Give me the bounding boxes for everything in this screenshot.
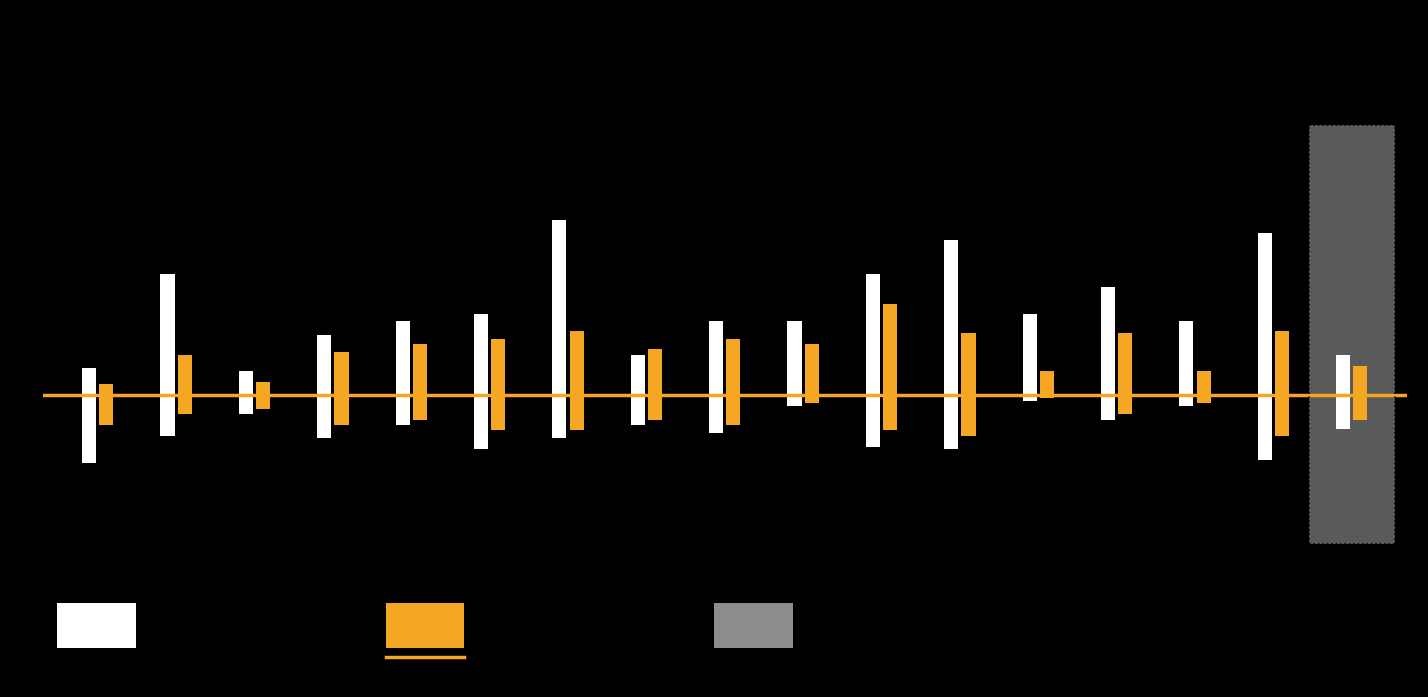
Bar: [256, 395, 270, 408]
Bar: [804, 344, 818, 395]
Bar: [100, 395, 113, 425]
Bar: [553, 395, 567, 438]
Bar: [570, 330, 584, 395]
Bar: [81, 395, 96, 463]
Bar: [238, 395, 253, 414]
Bar: [1337, 355, 1349, 395]
Bar: [1180, 321, 1194, 395]
Bar: [396, 395, 410, 425]
Bar: [1354, 366, 1368, 395]
Bar: [1275, 395, 1289, 436]
Bar: [413, 395, 427, 420]
Bar: [553, 220, 567, 395]
Bar: [334, 352, 348, 395]
Bar: [1180, 395, 1194, 406]
Bar: [396, 321, 410, 395]
Bar: [238, 371, 253, 395]
Bar: [1197, 371, 1211, 395]
Bar: [1040, 395, 1054, 398]
Bar: [648, 395, 663, 420]
Bar: [787, 395, 801, 406]
Bar: [570, 395, 584, 430]
Bar: [1101, 395, 1115, 420]
Bar: [787, 321, 801, 395]
Bar: [81, 368, 96, 395]
Bar: [474, 395, 488, 450]
Bar: [491, 395, 506, 430]
Bar: [865, 274, 880, 395]
Bar: [1101, 287, 1115, 395]
Bar: [631, 355, 645, 395]
Bar: [648, 349, 663, 395]
Bar: [1022, 314, 1037, 395]
Bar: [944, 395, 958, 450]
Bar: [1258, 395, 1272, 460]
Bar: [865, 395, 880, 447]
Bar: [100, 385, 113, 395]
Bar: [961, 395, 975, 436]
Bar: [1258, 233, 1272, 395]
Bar: [317, 335, 331, 395]
Bar: [160, 274, 174, 395]
Bar: [804, 395, 818, 404]
Bar: [177, 395, 191, 414]
Bar: [710, 321, 723, 395]
Bar: [631, 395, 645, 425]
Bar: [1197, 395, 1211, 404]
Bar: [883, 303, 897, 395]
Bar: [727, 395, 740, 425]
Bar: [491, 339, 506, 395]
Bar: [961, 333, 975, 395]
Bar: [334, 395, 348, 425]
Bar: [1040, 371, 1054, 395]
Bar: [160, 395, 174, 436]
Bar: [317, 395, 331, 438]
Bar: [1308, 125, 1395, 544]
Bar: [1118, 333, 1132, 395]
Bar: [1022, 395, 1037, 401]
Bar: [883, 395, 897, 430]
Bar: [727, 339, 740, 395]
Bar: [1354, 395, 1368, 420]
Bar: [474, 314, 488, 395]
Bar: [944, 240, 958, 395]
Bar: [256, 382, 270, 395]
Bar: [1118, 395, 1132, 414]
Bar: [413, 344, 427, 395]
Bar: [177, 355, 191, 395]
Bar: [710, 395, 723, 433]
Bar: [1337, 395, 1349, 429]
Bar: [1275, 330, 1289, 395]
